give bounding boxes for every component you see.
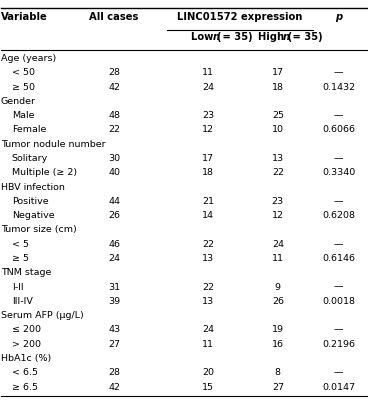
- Text: < 5: < 5: [12, 240, 29, 249]
- Text: = 35): = 35): [289, 32, 322, 42]
- Text: < 50: < 50: [12, 68, 35, 77]
- Text: 43: 43: [108, 325, 120, 334]
- Text: Variable: Variable: [1, 12, 47, 22]
- Text: > 200: > 200: [12, 340, 41, 349]
- Text: —: —: [334, 197, 343, 206]
- Text: 48: 48: [108, 111, 120, 120]
- Text: Positive: Positive: [12, 197, 49, 206]
- Text: 39: 39: [108, 297, 120, 306]
- Text: 44: 44: [108, 197, 120, 206]
- Text: p: p: [335, 12, 342, 22]
- Text: n: n: [213, 32, 220, 42]
- Text: Low (: Low (: [191, 32, 222, 42]
- Text: ≥ 6.5: ≥ 6.5: [12, 382, 38, 392]
- Text: 11: 11: [272, 254, 284, 263]
- Text: 30: 30: [108, 154, 120, 163]
- Text: 46: 46: [108, 240, 120, 249]
- Text: HBV infection: HBV infection: [1, 182, 65, 192]
- Text: 12: 12: [202, 126, 214, 134]
- Text: 0.1432: 0.1432: [322, 82, 355, 92]
- Text: 9: 9: [275, 282, 281, 292]
- Text: —: —: [334, 325, 343, 334]
- Text: 11: 11: [202, 68, 214, 77]
- Text: < 6.5: < 6.5: [12, 368, 38, 377]
- Text: 15: 15: [202, 382, 214, 392]
- Text: 27: 27: [272, 382, 284, 392]
- Text: III-IV: III-IV: [12, 297, 33, 306]
- Text: LINC01572 expression: LINC01572 expression: [177, 12, 303, 22]
- Text: 0.6066: 0.6066: [322, 126, 355, 134]
- Text: 31: 31: [108, 282, 120, 292]
- Text: 0.6208: 0.6208: [322, 211, 355, 220]
- Text: = 35): = 35): [219, 32, 253, 42]
- Text: n: n: [282, 32, 289, 42]
- Text: 24: 24: [272, 240, 284, 249]
- Text: 25: 25: [272, 111, 284, 120]
- Text: 23: 23: [202, 111, 214, 120]
- Text: 8: 8: [275, 368, 281, 377]
- Text: Age (years): Age (years): [1, 54, 56, 63]
- Text: —: —: [334, 68, 343, 77]
- Text: —: —: [334, 282, 343, 292]
- Text: 0.0018: 0.0018: [322, 297, 355, 306]
- Text: 18: 18: [272, 82, 284, 92]
- Text: 18: 18: [202, 168, 214, 177]
- Text: TNM stage: TNM stage: [1, 268, 51, 277]
- Text: 42: 42: [108, 82, 120, 92]
- Text: Male: Male: [12, 111, 34, 120]
- Text: —: —: [334, 111, 343, 120]
- Text: 0.0147: 0.0147: [322, 382, 355, 392]
- Text: 26: 26: [108, 211, 120, 220]
- Text: ≥ 50: ≥ 50: [12, 82, 35, 92]
- Text: 0.6146: 0.6146: [322, 254, 355, 263]
- Text: 12: 12: [272, 211, 284, 220]
- Text: 20: 20: [202, 368, 214, 377]
- Text: 22: 22: [272, 168, 284, 177]
- Text: 24: 24: [108, 254, 120, 263]
- Text: Serum AFP (μg/L): Serum AFP (μg/L): [1, 311, 84, 320]
- Text: 22: 22: [202, 282, 214, 292]
- Text: Female: Female: [12, 126, 46, 134]
- Text: 22: 22: [202, 240, 214, 249]
- Text: High (: High (: [258, 32, 292, 42]
- Text: 42: 42: [108, 382, 120, 392]
- Text: 17: 17: [202, 154, 214, 163]
- Text: 10: 10: [272, 126, 284, 134]
- Text: 13: 13: [272, 154, 284, 163]
- Text: —: —: [334, 240, 343, 249]
- Text: 40: 40: [108, 168, 120, 177]
- Text: ≤ 200: ≤ 200: [12, 325, 41, 334]
- Text: Solitary: Solitary: [12, 154, 48, 163]
- Text: Tumor nodule number: Tumor nodule number: [1, 140, 105, 149]
- Text: 13: 13: [202, 254, 214, 263]
- Text: 13: 13: [202, 297, 214, 306]
- Text: —: —: [334, 368, 343, 377]
- Text: 23: 23: [272, 197, 284, 206]
- Text: 22: 22: [108, 126, 120, 134]
- Text: 24: 24: [202, 82, 214, 92]
- Text: —: —: [334, 154, 343, 163]
- Text: 16: 16: [272, 340, 284, 349]
- Text: 26: 26: [272, 297, 284, 306]
- Text: Negative: Negative: [12, 211, 54, 220]
- Text: 28: 28: [108, 68, 120, 77]
- Text: 19: 19: [272, 325, 284, 334]
- Text: Multiple (≥ 2): Multiple (≥ 2): [12, 168, 77, 177]
- Text: I-II: I-II: [12, 282, 24, 292]
- Text: 28: 28: [108, 368, 120, 377]
- Text: 21: 21: [202, 197, 214, 206]
- Text: 24: 24: [202, 325, 214, 334]
- Text: Gender: Gender: [1, 97, 36, 106]
- Text: Tumor size (cm): Tumor size (cm): [1, 226, 77, 234]
- Text: 17: 17: [272, 68, 284, 77]
- Text: 0.2196: 0.2196: [322, 340, 355, 349]
- Text: 11: 11: [202, 340, 214, 349]
- Text: 0.3340: 0.3340: [322, 168, 355, 177]
- Text: ≥ 5: ≥ 5: [12, 254, 29, 263]
- Text: 14: 14: [202, 211, 214, 220]
- Text: HbA1c (%): HbA1c (%): [1, 354, 51, 363]
- Text: All cases: All cases: [89, 12, 139, 22]
- Text: 27: 27: [108, 340, 120, 349]
